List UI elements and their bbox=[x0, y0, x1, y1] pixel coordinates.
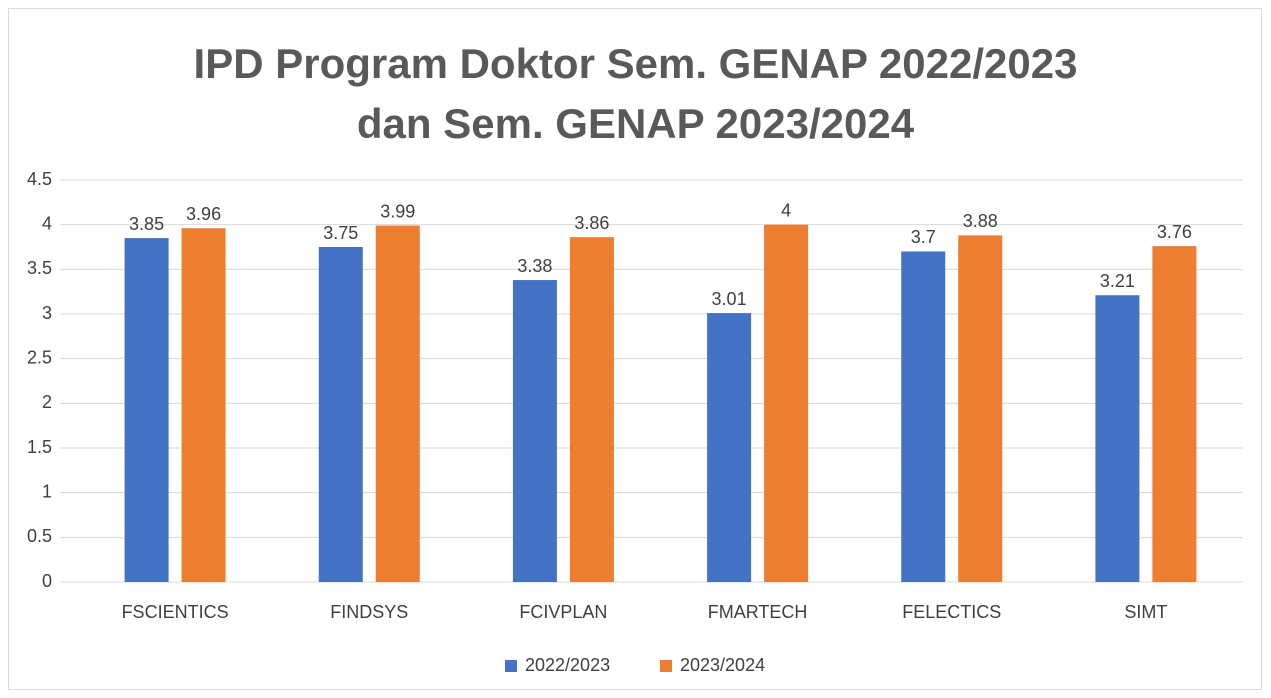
x-tick-label: FINDSYS bbox=[330, 602, 408, 622]
data-label: 3.86 bbox=[574, 213, 609, 233]
y-tick-label: 1.5 bbox=[27, 437, 52, 457]
y-tick-label: 0.5 bbox=[27, 526, 52, 546]
data-label: 3.76 bbox=[1157, 222, 1192, 242]
bar bbox=[512, 280, 557, 582]
data-label: 3.75 bbox=[323, 223, 358, 243]
y-tick-label: 3.5 bbox=[27, 258, 52, 278]
y-tick-label: 4.5 bbox=[27, 169, 52, 189]
bar bbox=[1152, 246, 1197, 582]
x-tick-label: FCIVPLAN bbox=[519, 602, 607, 622]
legend-label: 2023/2024 bbox=[680, 655, 765, 675]
bar bbox=[1095, 295, 1140, 582]
x-tick-label: SIMT bbox=[1124, 602, 1167, 622]
y-tick-label: 0 bbox=[42, 571, 52, 591]
y-tick-label: 2.5 bbox=[27, 347, 52, 367]
data-label: 3.38 bbox=[517, 256, 552, 276]
bar bbox=[901, 251, 946, 582]
data-label: 3.01 bbox=[712, 289, 747, 309]
x-tick-label: FELECTICS bbox=[902, 602, 1001, 622]
y-tick-label: 2 bbox=[42, 392, 52, 412]
bar bbox=[181, 228, 226, 583]
y-tick-label: 1 bbox=[42, 481, 52, 501]
data-label: 4 bbox=[781, 200, 791, 220]
bar bbox=[569, 237, 614, 582]
chart-title: IPD Program Doktor Sem. GENAP 2022/2023 … bbox=[193, 40, 1078, 147]
chart-frame bbox=[8, 8, 1262, 690]
bar bbox=[375, 225, 420, 582]
legend-label: 2022/2023 bbox=[525, 655, 610, 675]
data-label: 3.99 bbox=[380, 201, 415, 221]
bar bbox=[958, 235, 1003, 583]
bar bbox=[707, 313, 752, 582]
data-label: 3.85 bbox=[129, 214, 164, 234]
bar bbox=[124, 238, 169, 583]
y-tick-label: 4 bbox=[42, 213, 52, 233]
data-label: 3.7 bbox=[911, 227, 936, 247]
x-tick-label: FSCIENTICS bbox=[122, 602, 229, 622]
data-label: 3.96 bbox=[186, 204, 221, 224]
legend-swatch bbox=[505, 660, 517, 672]
legend-swatch bbox=[660, 660, 672, 672]
data-label: 3.88 bbox=[963, 211, 998, 231]
x-tick-label: FMARTECH bbox=[708, 602, 808, 622]
bar bbox=[764, 224, 809, 582]
y-tick-label: 3 bbox=[42, 303, 52, 323]
data-label: 3.21 bbox=[1100, 271, 1135, 291]
bar bbox=[318, 247, 363, 582]
chart-title-box: IPD Program Doktor Sem. GENAP 2022/2023 … bbox=[0, 34, 1271, 154]
